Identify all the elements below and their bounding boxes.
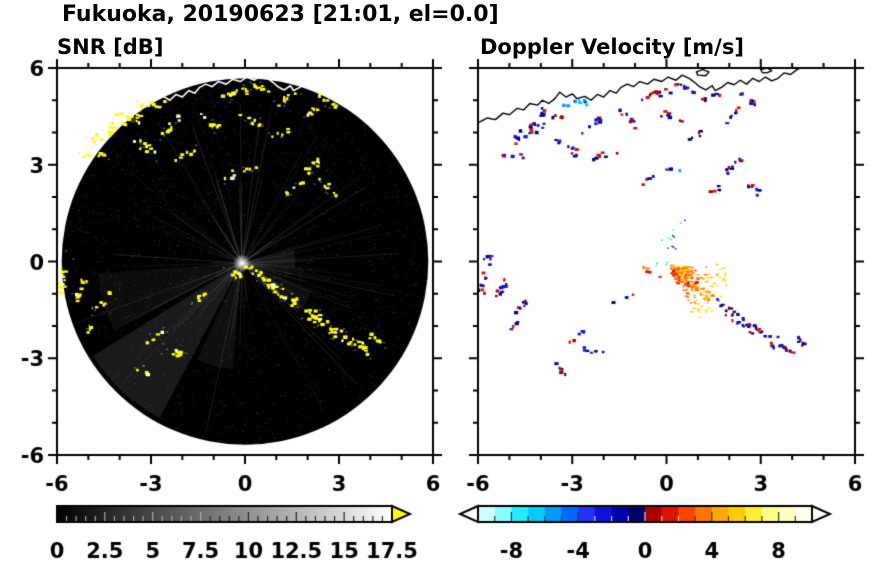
snr-panel-title: SNR [dB] [57, 35, 164, 59]
doppler-panel-title: Doppler Velocity [m/s] [480, 35, 744, 59]
figure-title: Fukuoka, 20190623 [21:01, el=0.0] [62, 2, 499, 27]
